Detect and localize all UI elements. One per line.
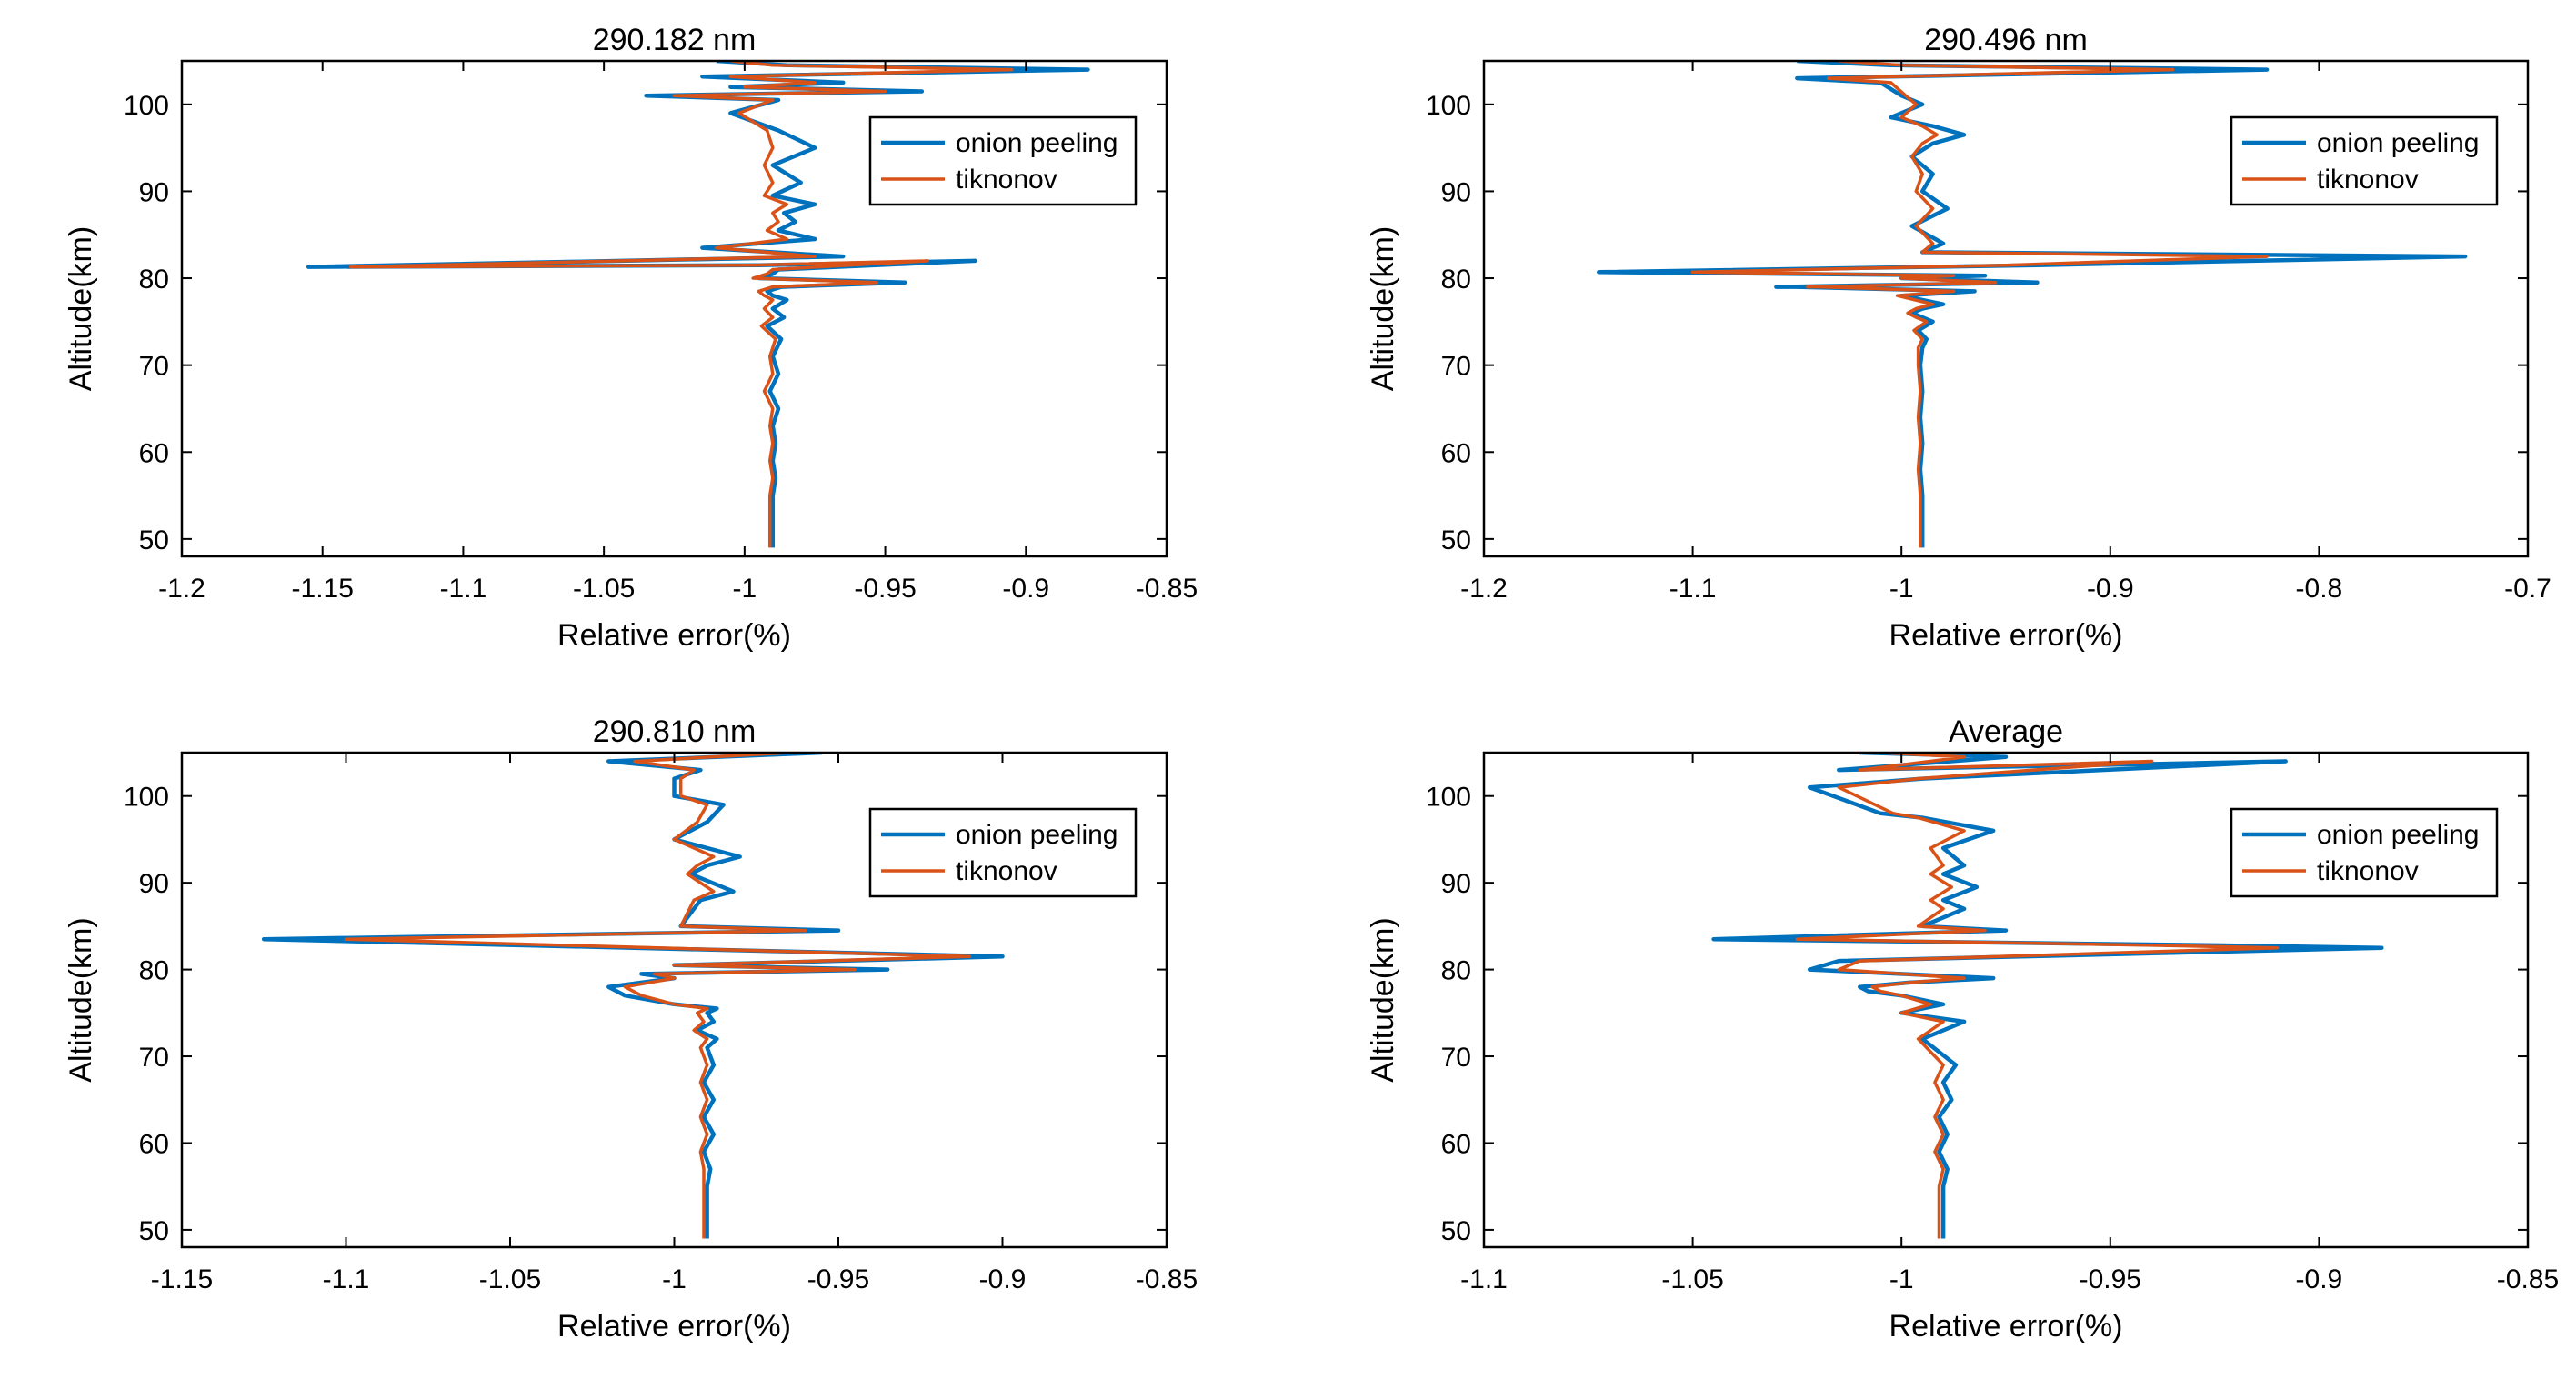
- x-axis-label: Relative error(%): [1889, 1309, 2123, 1344]
- x-tick-label: -1: [662, 1264, 687, 1294]
- axis-box: [180, 59, 1168, 558]
- series-line-tiknonov: [1795, 753, 2280, 1239]
- y-tick-label: 90: [1441, 869, 1471, 899]
- y-tick-label: 70: [1441, 352, 1471, 382]
- y-tick-label: 90: [139, 869, 169, 899]
- series-group: [1597, 61, 2468, 548]
- series-group: [306, 61, 1090, 548]
- x-tick-label: -0.9: [1002, 574, 1049, 604]
- x-tick-label: -1.15: [292, 574, 354, 604]
- x-tick-label: -0.85: [2497, 1264, 2559, 1294]
- legend-label-tiknonov: tiknonov: [2317, 165, 2419, 195]
- x-axis-label: Relative error(%): [557, 1309, 791, 1344]
- y-tick-label: 50: [139, 525, 169, 555]
- axis-box: [1482, 751, 2530, 1249]
- x-tick-label: -1.1: [440, 574, 487, 604]
- y-tick-label: 60: [1441, 438, 1471, 468]
- x-tick-label: -0.9: [2087, 574, 2134, 604]
- legend-box: [868, 115, 1138, 206]
- y-axis-label: Altitude(km): [64, 226, 98, 391]
- y-axis-label: Altitude(km): [64, 917, 98, 1082]
- legend: onion peeling tiknonov: [868, 115, 1138, 206]
- subplot-1: -1.2 -1.15 -1.1 -1.05 -1 -0.95 -0.9 -0.85 50 60 70…: [64, 23, 1198, 653]
- x-tick-label: -0.9: [979, 1264, 1027, 1294]
- series-line-tiknonov: [344, 753, 972, 1239]
- x-tick-label: -1.1: [1460, 1264, 1508, 1294]
- y-tick-label: 80: [1441, 956, 1471, 986]
- y-tick-label: 80: [139, 265, 169, 295]
- series-line-tiknonov: [1690, 61, 2269, 548]
- y-tick-label: 50: [1441, 1216, 1471, 1246]
- y-tick-label: 100: [1426, 91, 1471, 121]
- legend-box: [2230, 115, 2499, 206]
- x-tick-label: -1.15: [151, 1264, 213, 1294]
- y-axis-label: Altitude(km): [1366, 226, 1400, 391]
- y-tick-label: 60: [1441, 1129, 1471, 1159]
- subplot-4: -1.1 -1.05 -1 -0.95 -0.9 -0.85 50 60 70 80 90 100 Av…: [1366, 714, 2559, 1344]
- y-tick-label: 70: [139, 1043, 169, 1073]
- legend-box: [868, 807, 1138, 898]
- x-tick-label: -1.2: [1460, 574, 1508, 604]
- x-tick-label: -0.7: [2504, 574, 2551, 604]
- axis-box: [1482, 59, 2530, 558]
- y-tick-label: 100: [124, 91, 169, 121]
- x-tick-label: -1.1: [1669, 574, 1717, 604]
- legend-label-onion-peeling: onion peeling: [956, 820, 1118, 850]
- y-tick-label: 80: [1441, 265, 1471, 295]
- x-tick-label: -0.9: [2296, 1264, 2343, 1294]
- y-tick-label: 70: [139, 352, 169, 382]
- x-tick-label: -1.1: [323, 1264, 370, 1294]
- subplot-2: -1.2 -1.1 -1 -0.9 -0.8 -0.7 50 60 70 80 90 100 290.4…: [1366, 23, 2551, 653]
- legend-label-tiknonov: tiknonov: [2317, 856, 2419, 886]
- chart-title: 290.496 nm: [1924, 23, 2088, 57]
- x-tick-label: -1.05: [479, 1264, 541, 1294]
- chart-title: Average: [1949, 714, 2063, 749]
- y-tick-label: 50: [139, 1216, 169, 1246]
- subplot-3: -1.15 -1.1 -1.05 -1 -0.95 -0.9 -0.85 50 60 70 80 90…: [64, 714, 1198, 1344]
- x-axis-label: Relative error(%): [1889, 618, 2123, 653]
- x-tick-label: -0.85: [1136, 574, 1198, 604]
- y-tick-label: 90: [139, 177, 169, 207]
- y-tick-label: 90: [1441, 177, 1471, 207]
- y-tick-label: 100: [124, 783, 169, 813]
- x-tick-label: -1.05: [1661, 1264, 1723, 1294]
- x-tick-label: -0.95: [807, 1264, 869, 1294]
- series-line-onion-peeling: [1597, 61, 2468, 548]
- series-group: [1711, 753, 2384, 1239]
- legend-box: [2230, 807, 2499, 898]
- legend-label-tiknonov: tiknonov: [956, 856, 1057, 886]
- series-line-tiknonov: [348, 61, 1014, 548]
- series-group: [261, 753, 1005, 1239]
- legend-label-onion-peeling: onion peeling: [956, 128, 1118, 158]
- x-axis-label: Relative error(%): [557, 618, 791, 653]
- y-tick-label: 50: [1441, 525, 1471, 555]
- x-tick-label: -1.2: [158, 574, 205, 604]
- x-tick-label: -1: [1889, 1264, 1914, 1294]
- legend-label-onion-peeling: onion peeling: [2317, 128, 2480, 158]
- x-tick-label: -0.95: [854, 574, 916, 604]
- legend: onion peeling tiknonov: [868, 807, 1138, 898]
- y-tick-label: 70: [1441, 1043, 1471, 1073]
- legend-label-tiknonov: tiknonov: [956, 165, 1057, 195]
- x-tick-label: -1.05: [573, 574, 635, 604]
- x-tick-label: -0.85: [1136, 1264, 1198, 1294]
- chart-title: 290.182 nm: [593, 23, 757, 57]
- y-tick-label: 60: [139, 1129, 169, 1159]
- legend-label-onion-peeling: onion peeling: [2317, 820, 2480, 850]
- y-axis-label: Altitude(km): [1366, 917, 1400, 1082]
- legend: onion peeling tiknonov: [2230, 115, 2499, 206]
- series-line-onion-peeling: [261, 753, 1005, 1239]
- x-tick-label: -1: [1889, 574, 1914, 604]
- y-tick-label: 100: [1426, 783, 1471, 813]
- x-tick-label: -0.8: [2296, 574, 2343, 604]
- y-tick-label: 60: [139, 438, 169, 468]
- x-tick-label: -1: [733, 574, 757, 604]
- y-tick-label: 80: [139, 956, 169, 986]
- chart-title: 290.810 nm: [593, 714, 757, 749]
- legend: onion peeling tiknonov: [2230, 807, 2499, 898]
- x-tick-label: -0.95: [2080, 1264, 2141, 1294]
